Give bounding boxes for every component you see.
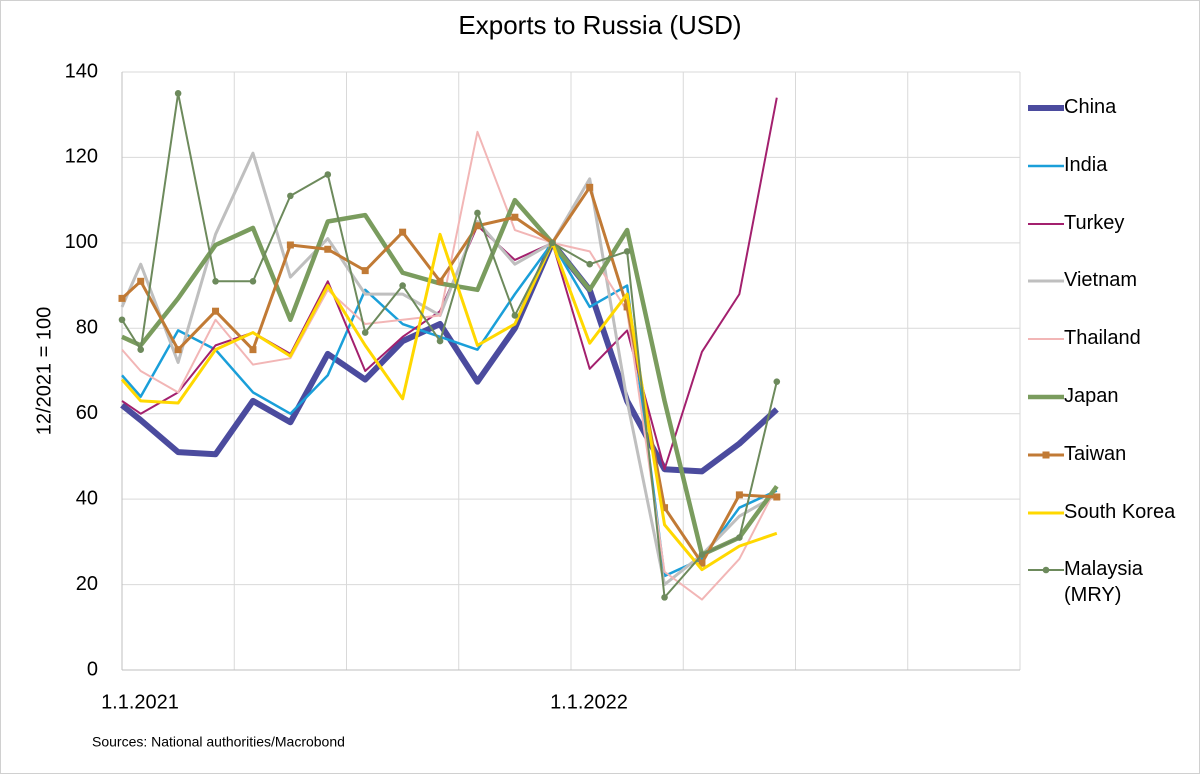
marker	[474, 209, 481, 217]
marker	[623, 303, 631, 311]
y-tick-label: 40	[76, 487, 98, 509]
y-tick-label: 20	[76, 573, 98, 595]
marker	[118, 294, 126, 302]
series-line	[121, 197, 779, 557]
legend-label: Japan	[1064, 384, 1119, 407]
marker	[436, 337, 444, 345]
legend-label: Taiwan	[1064, 442, 1127, 465]
marker	[324, 245, 332, 253]
x-tick-label: 1.1.2022	[550, 691, 628, 713]
marker	[586, 260, 594, 268]
series-line	[120, 232, 778, 572]
legend-swatch	[1028, 105, 1064, 111]
legend-swatch	[1028, 394, 1064, 400]
legend-item: China	[1026, 92, 1196, 150]
marker	[586, 183, 594, 191]
legend-swatch	[1028, 567, 1064, 574]
marker	[174, 346, 182, 354]
legend-label: Vietnam	[1064, 269, 1138, 292]
legend-item: South Korea	[1026, 497, 1196, 555]
legend-swatch	[1028, 279, 1064, 283]
marker	[661, 504, 669, 512]
legend-marker	[1042, 567, 1050, 574]
marker	[118, 316, 126, 324]
y-axis-label: 12/2021 = 100	[33, 307, 55, 435]
marker	[399, 282, 406, 289]
plot	[118, 90, 781, 601]
legend-item: Turkey	[1026, 208, 1196, 266]
marker	[436, 277, 444, 285]
series-line	[120, 239, 779, 475]
marker	[399, 228, 407, 236]
legend-swatch	[1028, 222, 1064, 225]
series-line	[121, 92, 778, 599]
y-tick-label: 0	[87, 658, 98, 680]
marker	[324, 171, 332, 178]
marker	[174, 90, 182, 97]
marker	[773, 378, 781, 385]
legend-item: Japan	[1026, 381, 1196, 439]
y-tick-label: 120	[65, 146, 98, 168]
marker	[249, 278, 257, 285]
legend-swatch	[1028, 164, 1064, 168]
legend-item: India	[1026, 150, 1196, 208]
legend-marker	[1042, 451, 1050, 459]
series-line	[121, 130, 778, 601]
x-tick-label: 1.1.2021	[101, 691, 179, 713]
legend-label: China	[1064, 96, 1117, 118]
source-note: Sources: National authorities/Macrobond	[92, 734, 345, 750]
y-tick-label: 100	[65, 231, 98, 253]
legend-label: Thailand	[1064, 327, 1141, 350]
marker	[511, 213, 519, 221]
legend-item: Malaysia (MRY)	[1026, 554, 1196, 612]
marker	[212, 278, 219, 285]
y-tick-label: 60	[76, 402, 98, 424]
legend-label: Malaysia (MRY)	[1064, 558, 1143, 607]
marker	[511, 312, 519, 319]
marker	[212, 307, 220, 315]
marker	[137, 277, 145, 285]
marker	[698, 551, 706, 558]
marker	[735, 491, 743, 499]
marker	[473, 222, 481, 230]
marker	[698, 559, 706, 567]
marker	[548, 239, 556, 247]
marker	[287, 192, 294, 200]
legend-label: India	[1064, 153, 1108, 176]
marker	[361, 329, 369, 336]
legend-swatch	[1028, 338, 1064, 341]
legend-label: South Korea	[1064, 500, 1176, 523]
legend-label: Turkey	[1064, 211, 1125, 234]
legend-item: Taiwan	[1026, 439, 1196, 497]
series-line	[120, 151, 778, 587]
marker	[249, 346, 257, 354]
legend: China India Turkey Vietnam Thailand Japan Taiw…	[1026, 92, 1196, 612]
marker	[623, 248, 631, 255]
legend-swatch	[1028, 451, 1064, 459]
marker	[286, 241, 294, 249]
marker	[137, 346, 145, 353]
legend-item: Thailand	[1026, 323, 1196, 381]
marker	[661, 594, 668, 601]
marker	[361, 267, 369, 275]
marker	[736, 534, 743, 541]
marker	[773, 493, 781, 501]
legend-swatch	[1028, 511, 1064, 515]
y-tick-label: 80	[76, 317, 98, 339]
legend-item: Vietnam	[1026, 265, 1196, 323]
y-tick-label: 140	[65, 60, 98, 82]
chart-title: Exports to Russia (USD)	[458, 10, 741, 40]
